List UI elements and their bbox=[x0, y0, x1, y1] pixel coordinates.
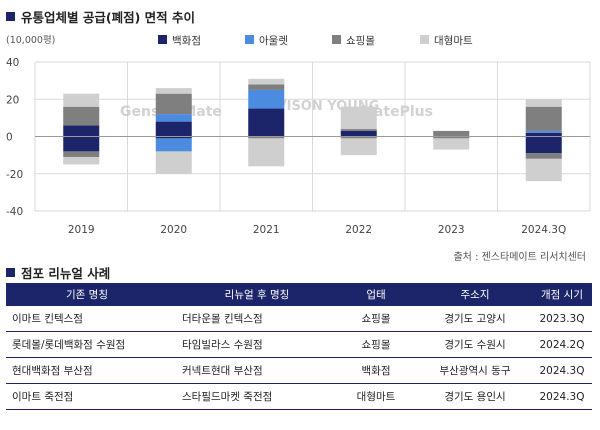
cell-renewed-name: 더타운몰 킨텍스점 bbox=[164, 306, 334, 332]
x-tick-label: 2020 bbox=[160, 224, 187, 236]
legend-label: 백화점 bbox=[172, 35, 201, 47]
table-section-title: 점포 리뉴얼 사례 bbox=[6, 263, 110, 282]
bar-segment bbox=[155, 151, 192, 174]
cell-opening-time: 2024.3Q bbox=[532, 357, 592, 384]
x-tick-label: 2021 bbox=[253, 224, 280, 236]
table-title-text: 점포 리뉴얼 사례 bbox=[21, 266, 111, 281]
bar-segment bbox=[525, 136, 562, 154]
legend-swatch bbox=[245, 35, 254, 44]
bar-segment bbox=[248, 89, 285, 109]
legend-label: 대형마트 bbox=[434, 35, 473, 47]
cell-renewed-name: 스타필드마켓 죽전점 bbox=[164, 383, 334, 410]
header-renewed-name: 리뉴얼 후 명칭 bbox=[164, 283, 334, 306]
table-row: 이마트 죽전점 스타필드마켓 죽전점 대형마트 경기도 용인시 2024.3Q bbox=[6, 383, 592, 410]
bar-segment bbox=[63, 151, 100, 157]
bar-segment bbox=[248, 78, 285, 85]
y-tick-label: -40 bbox=[6, 206, 23, 218]
bar-segment bbox=[525, 106, 562, 131]
legend-label: 쇼핑몰 bbox=[346, 35, 375, 47]
legend-swatch bbox=[420, 35, 429, 44]
bar-segment bbox=[155, 114, 192, 122]
bar-segment bbox=[340, 138, 377, 156]
header-address: 주소지 bbox=[418, 283, 532, 306]
legend-swatch bbox=[332, 35, 341, 44]
cell-business-type: 쇼핑몰 bbox=[334, 306, 418, 332]
cell-address: 경기도 용인시 bbox=[418, 383, 532, 410]
bar-segment bbox=[433, 136, 470, 139]
legend-label: 아울렛 bbox=[259, 35, 288, 47]
bar-segment bbox=[155, 88, 192, 94]
section-square-icon bbox=[6, 12, 15, 21]
x-tick-label: 2022 bbox=[345, 224, 372, 236]
cell-original-name: 롯데몰/롯데백화점 수원점 bbox=[6, 331, 164, 358]
legend: 백화점 아울렛 쇼핑몰 대형마트 bbox=[158, 35, 473, 47]
bar-segment bbox=[155, 121, 192, 137]
renewal-cases-table: 기존 명칭 리뉴얼 후 명칭 업태 주소지 개점 시기 이마트 킨텍스점 더타운… bbox=[6, 283, 592, 410]
y-tick-label: 40 bbox=[6, 57, 19, 69]
y-tick-label: -20 bbox=[6, 169, 23, 181]
table-row: 현대백화점 부산점 커넥트현대 부산점 백화점 부산광역시 동구 2024.3Q bbox=[6, 357, 592, 384]
cell-original-name: 이마트 죽전점 bbox=[6, 383, 164, 410]
bar-segment bbox=[525, 132, 562, 137]
bar-segment bbox=[525, 130, 562, 133]
source-note: 출처 : 젠스타메이트 리서치센터 bbox=[453, 252, 586, 263]
unit-label: (10,000평) bbox=[6, 35, 55, 46]
bar-segment bbox=[525, 99, 562, 107]
bar-segment bbox=[63, 106, 100, 126]
bar-segment bbox=[340, 136, 377, 139]
bar-segment bbox=[63, 125, 100, 137]
cell-business-type: 쇼핑몰 bbox=[334, 331, 418, 358]
bar-segment bbox=[525, 153, 562, 159]
header-original-name: 기존 명칭 bbox=[6, 283, 164, 306]
cell-address: 부산광역시 동구 bbox=[418, 357, 532, 384]
cell-original-name: 현대백화점 부산점 bbox=[6, 357, 164, 384]
axis-layer: 40 20 0 -20 -40 2019 2020 2021 2022 2023 2024.3Q bbox=[6, 57, 590, 236]
cell-opening-time: 2024.2Q bbox=[532, 331, 592, 358]
legend-swatch bbox=[158, 35, 167, 44]
bar-segment bbox=[340, 130, 377, 137]
bar-segment bbox=[248, 136, 285, 139]
y-tick-label: 0 bbox=[6, 132, 13, 144]
bar-segment bbox=[155, 138, 192, 152]
cell-address: 경기도 수원시 bbox=[418, 331, 532, 358]
bar-segment bbox=[248, 108, 285, 137]
header-opening-time: 개점 시기 bbox=[532, 283, 592, 306]
bar-segment bbox=[525, 158, 562, 182]
cell-address: 경기도 고양시 bbox=[418, 306, 532, 332]
bar-layer bbox=[63, 78, 562, 182]
x-tick-label: 2023 bbox=[438, 224, 465, 236]
cell-renewed-name: 커넥트현대 부산점 bbox=[164, 357, 334, 384]
watermark-mateplus: MatePlus bbox=[360, 104, 433, 120]
bar-segment bbox=[248, 138, 285, 167]
section-square-icon bbox=[6, 268, 15, 277]
header-business-type: 업태 bbox=[334, 283, 418, 306]
bar-segment bbox=[340, 106, 377, 130]
table-row: 롯데몰/롯데백화점 수원점 타임빌라스 수원점 쇼핑몰 경기도 수원시 2024… bbox=[6, 331, 592, 358]
bar-segment bbox=[63, 156, 100, 165]
table-row: 이마트 킨텍스점 더타운몰 킨텍스점 쇼핑몰 경기도 고양시 2023.3Q bbox=[6, 306, 592, 332]
bar-segment bbox=[63, 93, 100, 107]
cell-opening-time: 2023.3Q bbox=[532, 306, 592, 332]
cell-renewed-name: 타임빌라스 수원점 bbox=[164, 331, 334, 358]
cell-business-type: 백화점 bbox=[334, 357, 418, 384]
y-tick-label: 20 bbox=[6, 94, 19, 106]
cell-business-type: 대형마트 bbox=[334, 383, 418, 410]
bar-segment bbox=[155, 136, 192, 139]
bar-segment bbox=[63, 136, 100, 152]
table-header-row: 기존 명칭 리뉴얼 후 명칭 업태 주소지 개점 시기 bbox=[6, 283, 592, 306]
bar-segment bbox=[433, 130, 470, 137]
x-tick-label: 2024.3Q bbox=[521, 224, 566, 236]
supply-area-chart: GenstarMate SAVISON YOUNG MatePlus 40200… bbox=[6, 35, 591, 236]
chart-title-text: 유통업체별 공급(폐점) 면적 추이 bbox=[21, 10, 195, 25]
bar-segment bbox=[340, 129, 377, 131]
x-tick-label: 2019 bbox=[68, 224, 95, 236]
bar-segment bbox=[248, 84, 285, 90]
cell-original-name: 이마트 킨텍스점 bbox=[6, 306, 164, 332]
bar-segment bbox=[433, 138, 470, 150]
bar-segment bbox=[155, 93, 192, 115]
cell-opening-time: 2024.3Q bbox=[532, 383, 592, 410]
chart-section-title: 유통업체별 공급(폐점) 면적 추이 bbox=[6, 7, 195, 26]
